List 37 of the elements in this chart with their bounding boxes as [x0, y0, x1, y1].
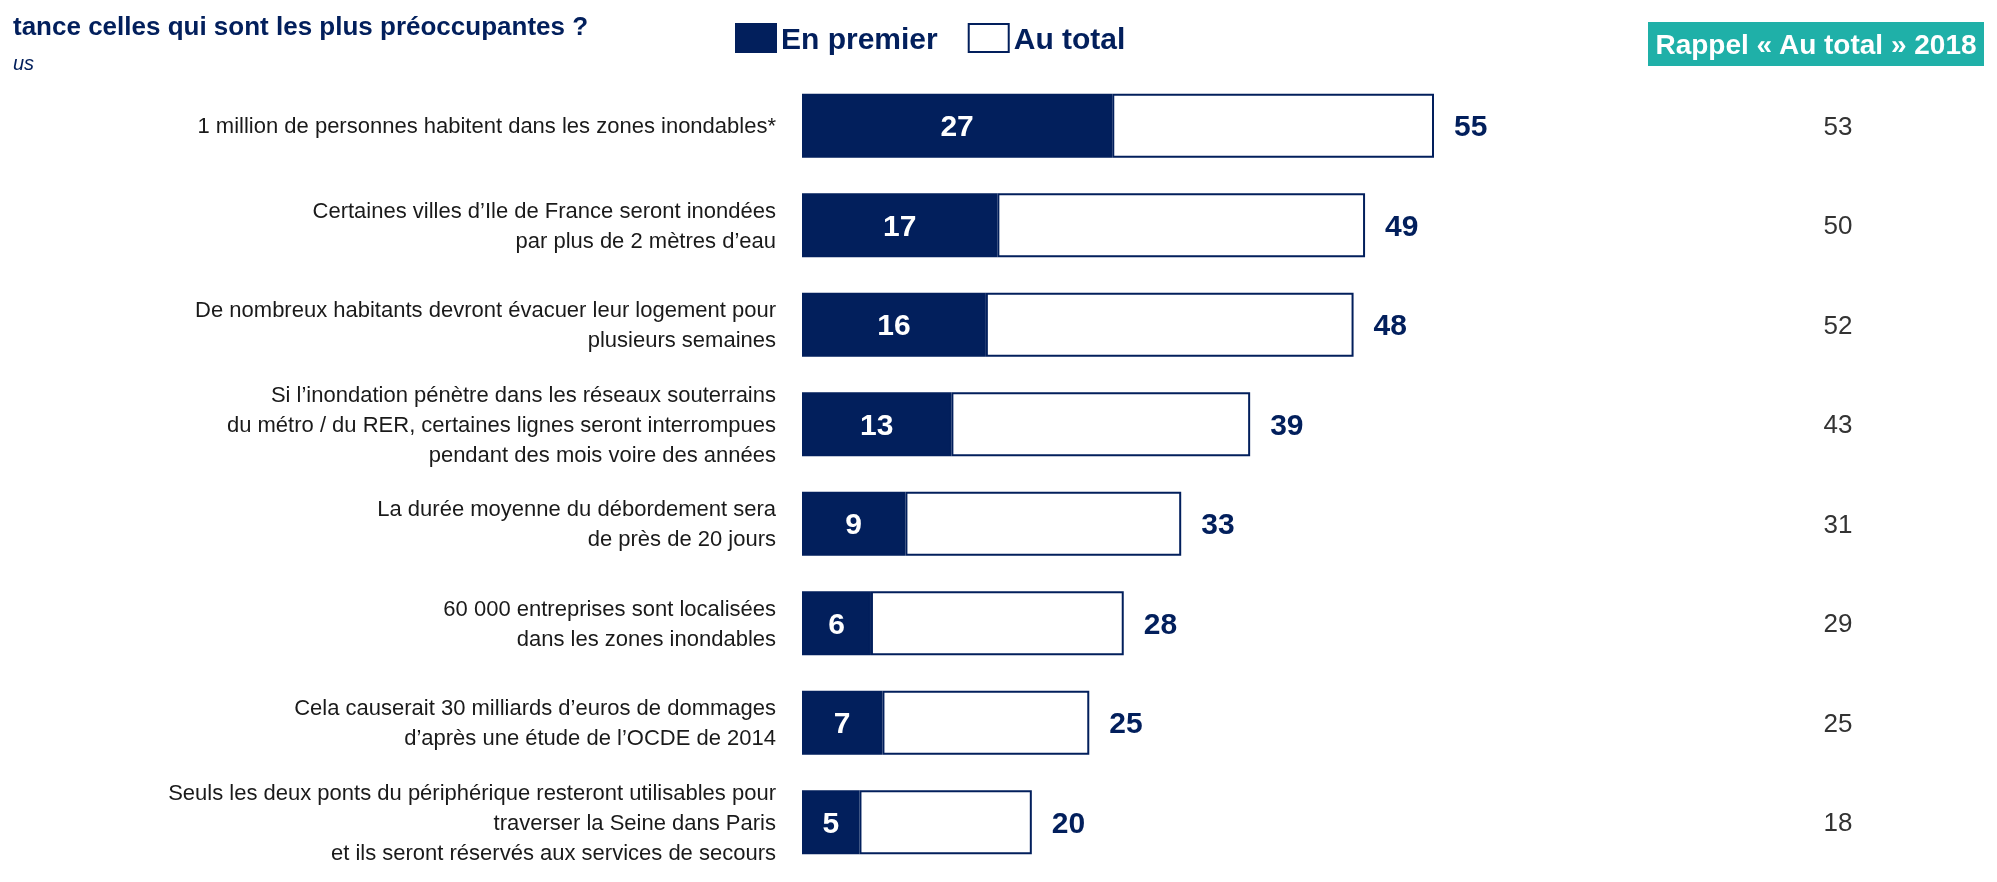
y-tick-label: Si l’inondation pénètre dans les réseaux souterrains du métro / du RER, certaines lignes seront interrompues pendant des mois voire des années — [226, 381, 776, 467]
y-tick-label: 60 000 entreprises sont localisées dans les zones inondables — [443, 595, 776, 651]
text: Rappel « Au total » 2018 — [1655, 28, 1977, 60]
y-tick-label: La durée moyenne du débordement sera de près de 20 jours — [377, 496, 777, 552]
data-label: 6 — [828, 606, 845, 640]
total-label: 20 — [1051, 805, 1086, 839]
total-label: 39 — [1270, 407, 1304, 441]
text: 18 — [1823, 807, 1853, 838]
data-label: 9 — [845, 507, 863, 541]
y-tick-label: Seuls les deux ponts du périphérique resteront utilisables pour traverser la Seine dans Paris et ils seront réservés aux services de secours — [168, 779, 776, 865]
y-tick-label: Cela causerait 30 milliards d’euros de dommages d’après une étude de l’OCDE de 2014 — [294, 695, 776, 751]
data-label: 16 — [877, 308, 911, 342]
total-label: 55 — [1454, 109, 1488, 143]
text: us — [13, 52, 35, 74]
text: 53 — [1823, 110, 1853, 141]
text: 52 — [1823, 309, 1853, 340]
total-label: 33 — [1201, 507, 1235, 541]
text: 25 — [1823, 707, 1853, 738]
total-label: 48 — [1373, 308, 1407, 342]
text: 29 — [1823, 608, 1853, 639]
data-label: 13 — [860, 407, 894, 441]
data-label: 17 — [882, 208, 917, 242]
legend-label: En premier — [781, 21, 939, 55]
legend-label: Au total — [1013, 21, 1126, 55]
text: 50 — [1823, 210, 1853, 241]
data-label: 27 — [940, 109, 974, 143]
text: tance celles qui sont les plus préoccupantes ? — [13, 11, 589, 41]
total-label: 25 — [1109, 706, 1143, 740]
total-label: 28 — [1143, 606, 1178, 640]
y-tick-label: Certaines villes d’Ile de France seront inondées par plus de 2 mètres d’eau — [312, 197, 776, 253]
y-tick-label: De nombreux habitants devront évacuer leur logement pour plusieurs semaines — [195, 297, 776, 353]
text: 31 — [1823, 508, 1853, 539]
total-label: 49 — [1385, 208, 1419, 242]
y-tick-label: 1 million de personnes habitent dans les zones inondables* — [197, 113, 777, 139]
data-label: 5 — [822, 805, 840, 839]
text: 43 — [1823, 409, 1853, 440]
data-label: 7 — [833, 706, 851, 740]
